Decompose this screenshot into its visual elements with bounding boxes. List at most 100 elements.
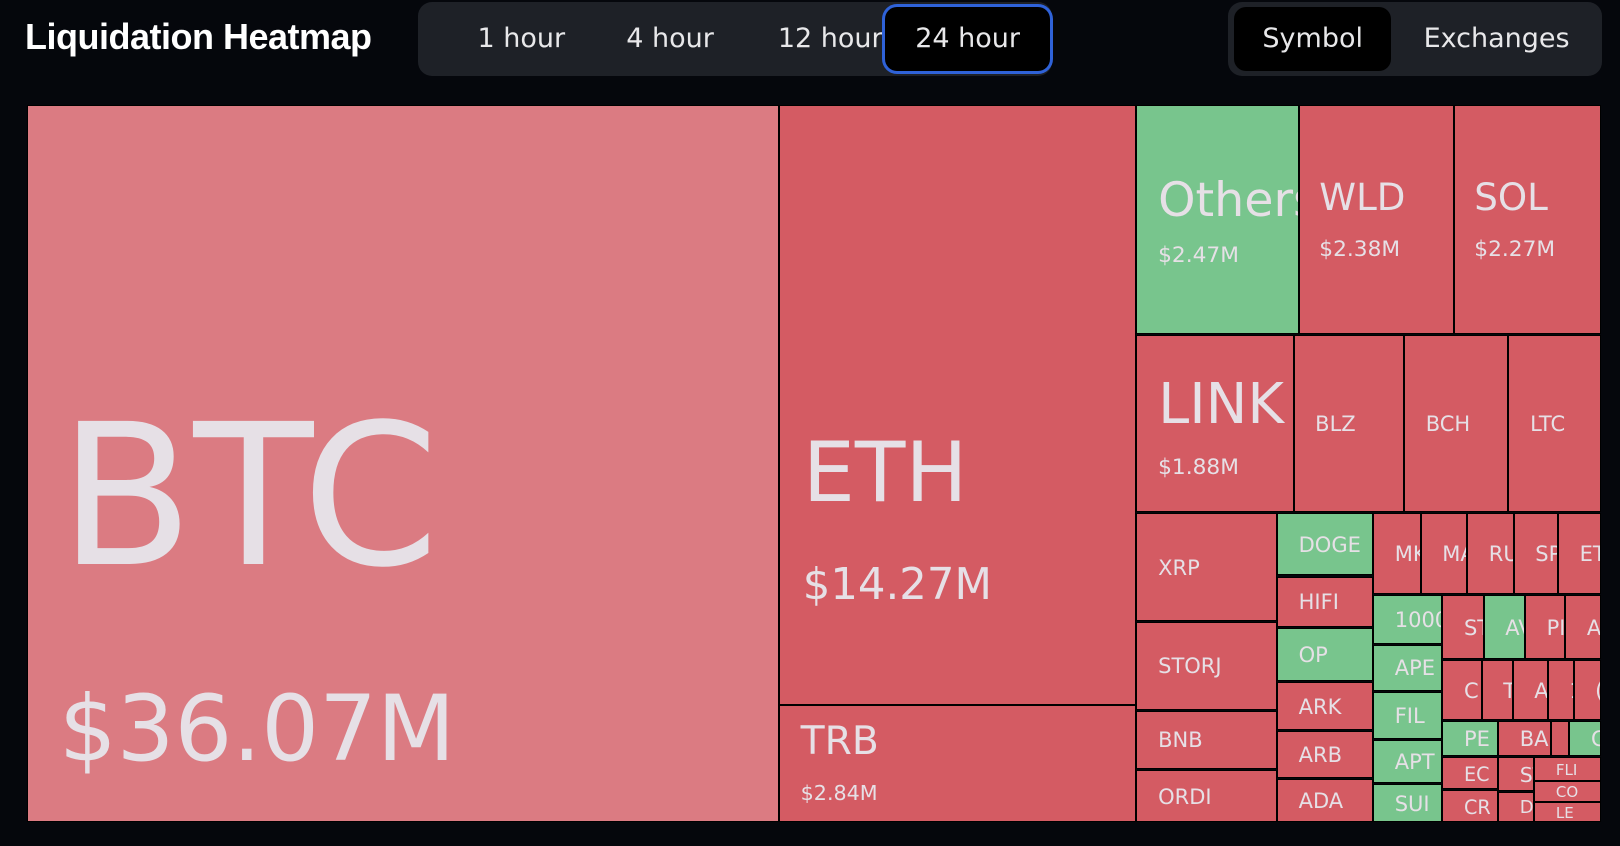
heatmap-tile[interactable]: CR — [1442, 790, 1499, 823]
heatmap-tile[interactable]: BA — [1498, 721, 1551, 757]
heatmap-tile[interactable]: TRB $2.84M — [779, 704, 1137, 823]
heatmap-tile[interactable]: ORDI — [1136, 769, 1277, 823]
heatmap-tile[interactable]: CO — [1534, 781, 1602, 802]
heatmap-tile[interactable]: BCH — [1404, 334, 1509, 513]
heatmap-tile[interactable]: EC — [1442, 757, 1499, 790]
tile-label: WLD — [1319, 174, 1406, 219]
heatmap-tile[interactable]: PI — [1524, 595, 1566, 660]
tile-label: Others — [1158, 172, 1298, 228]
tile-label: DY — [1519, 797, 1533, 819]
tile-label: 1 — [1569, 680, 1572, 702]
tile-label: ADA — [1298, 789, 1344, 814]
view-button[interactable]: Exchanges — [1423, 23, 1570, 54]
tile-label: HIFI — [1298, 590, 1339, 615]
heatmap-tile[interactable]: ST — [1498, 757, 1535, 792]
tile-label: EC — [1463, 762, 1490, 786]
heatmap-tile[interactable]: 1 — [1547, 660, 1574, 721]
heatmap-tile[interactable]: U — [1550, 721, 1570, 757]
heatmap-tile[interactable]: APE — [1373, 644, 1443, 692]
heatmap-tile[interactable]: SUI — [1373, 784, 1443, 823]
tile-label: APT — [1394, 749, 1435, 774]
tab-button[interactable]: 1 hour — [477, 23, 566, 54]
tile-label: RU — [1488, 542, 1513, 567]
tab-button[interactable]: 4 hour — [626, 23, 714, 54]
tile-value: $2.27M — [1474, 236, 1556, 262]
view-button[interactable]: Symbol — [1234, 7, 1392, 71]
heatmap-tile[interactable]: FLI — [1534, 757, 1602, 782]
heatmap-tile[interactable]: ARB — [1276, 731, 1374, 778]
heatmap-tile[interactable]: OP — [1276, 628, 1374, 681]
heatmap-tile[interactable]: MA — [1420, 513, 1468, 595]
heatmap-tile[interactable]: APT — [1373, 739, 1443, 784]
tile-label: ET — [1579, 542, 1601, 567]
tile-label: STORJ — [1158, 654, 1222, 679]
tile-label: SP — [1535, 542, 1557, 567]
tile-label: LE — [1555, 803, 1574, 822]
heatmap-tile[interactable]: ADA — [1276, 779, 1374, 823]
heatmap-tile[interactable]: SP — [1513, 513, 1558, 595]
heatmap-tile[interactable]: PE — [1442, 721, 1499, 757]
heatmap-tile[interactable]: HIFI — [1276, 576, 1374, 628]
heatmap-tile[interactable]: C — [1442, 660, 1482, 721]
heatmap-tile[interactable]: ETH $14.27M — [779, 105, 1137, 705]
heatmap-tile[interactable]: LINK $1.88M — [1136, 334, 1294, 513]
tile-value: $2.38M — [1319, 236, 1401, 262]
heatmap-tile[interactable]: BNB — [1136, 710, 1277, 769]
heatmap-tile[interactable]: ET — [1558, 513, 1602, 595]
tile-label: A — [1586, 615, 1602, 640]
tile-label: ST — [1519, 763, 1533, 788]
heatmap-tile[interactable]: MK — [1373, 513, 1421, 595]
tile-label: ST — [1463, 615, 1483, 640]
tile-value: $2.84M — [800, 781, 878, 806]
tile-label: ARB — [1298, 743, 1343, 768]
tile-label: FLI — [1555, 760, 1578, 779]
tile-label: PE — [1463, 727, 1490, 752]
tile-label: A — [1534, 678, 1548, 703]
tile-label: DOGE — [1298, 532, 1361, 557]
heatmap-tile[interactable]: FIL — [1373, 692, 1443, 739]
tab-button[interactable]: 24 hour — [884, 7, 1051, 71]
heatmap-tile[interactable]: RU — [1467, 513, 1514, 595]
tile-label: OP — [1298, 643, 1328, 667]
heatmap-tile[interactable]: SOL $2.27M — [1453, 105, 1602, 334]
heatmap-tile[interactable]: 1000 — [1373, 595, 1443, 644]
page-title: Liquidation Heatmap — [25, 16, 372, 57]
time-tabs: 1 hour 4 hour 12 hour 24 hour — [418, 2, 1052, 76]
tile-label: SUI — [1394, 791, 1430, 816]
tile-label: CO — [1555, 782, 1579, 801]
tile-label: BNB — [1158, 728, 1203, 753]
heatmap-tile[interactable]: C — [1569, 721, 1602, 757]
tile-label: BLZ — [1315, 412, 1356, 437]
heatmap-tile[interactable]: ARK — [1276, 681, 1374, 731]
heatmap-tile[interactable]: A — [1512, 660, 1548, 721]
heatmap-tile[interactable]: DOGE — [1276, 513, 1374, 576]
heatmap-tile[interactable]: LE — [1534, 801, 1602, 823]
heatmap-tile[interactable]: T — [1481, 660, 1513, 721]
heatmap-tile[interactable]: AV — [1483, 595, 1525, 660]
view-tabs: Symbol Exchanges — [1228, 2, 1602, 76]
tile-label: TRB — [800, 719, 879, 765]
heatmap-tile[interactable]: Others $2.47M — [1136, 105, 1299, 334]
heatmap-tile[interactable]: ST — [1442, 595, 1484, 660]
tile-label: C — [1463, 678, 1479, 703]
heatmap-tile[interactable]: BLZ — [1293, 334, 1405, 513]
tile-label: MA — [1442, 542, 1466, 567]
heatmap-tile[interactable]: A — [1565, 595, 1602, 660]
heatmap-tile[interactable]: DY — [1498, 792, 1535, 823]
tile-value: $1.88M — [1158, 454, 1239, 480]
tile-label: CR — [1463, 795, 1491, 819]
tile-label: ETH — [802, 424, 968, 521]
tile-label: C — [1591, 729, 1600, 750]
tile-label: PI — [1546, 615, 1566, 640]
heatmap-tile[interactable]: STORJ — [1136, 621, 1277, 710]
heatmap-tile[interactable]: XRP — [1136, 513, 1277, 621]
tile-label: APE — [1394, 656, 1436, 681]
tab-button[interactable]: 12 hour — [777, 23, 883, 54]
heatmap-tile[interactable]: ( — [1573, 660, 1602, 721]
heatmap-tile[interactable]: BTC $36.07M — [26, 105, 779, 823]
tile-value: $14.27M — [802, 560, 992, 611]
heatmap-tile[interactable]: LTC — [1508, 334, 1602, 513]
heatmap-tile[interactable]: WLD $2.38M — [1298, 105, 1454, 334]
tile-label: AV — [1505, 615, 1524, 640]
